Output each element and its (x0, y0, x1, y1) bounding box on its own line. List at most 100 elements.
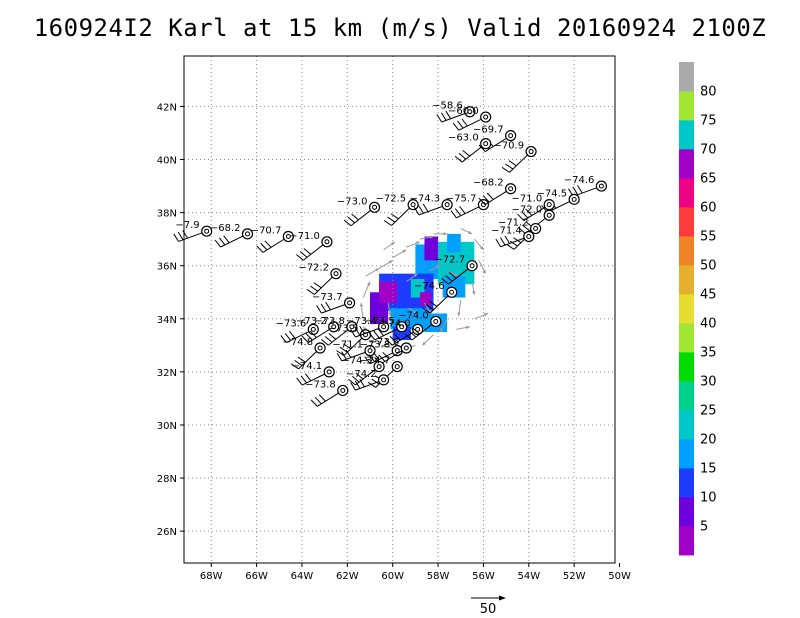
dropsonde-marker (282, 230, 294, 243)
dropsonde-marker-core (324, 239, 330, 245)
wind-barb-feather (343, 343, 352, 350)
wind-barb-feather (343, 219, 352, 227)
dropsonde-marker-core (204, 228, 210, 234)
wind-barb-feather (350, 382, 356, 391)
dropsonde-marker-core (317, 345, 323, 351)
colorbar-swatch (679, 62, 694, 92)
chart-title: 160924I2 Karl at 15 km (m/s) Valid 20160… (33, 14, 767, 42)
dropsonde: −73.5 (364, 316, 408, 341)
dropsonde: −71.0 (512, 194, 555, 221)
dropsonde-label: −72.7 (434, 255, 465, 266)
dropsonde-label: −71.0 (512, 194, 543, 205)
dropsonde-marker-core (571, 196, 577, 202)
flow-vector-head (391, 241, 395, 246)
dropsonde-marker-core (598, 183, 604, 189)
dropsonde-marker (543, 209, 555, 221)
x-tick-label: 60W (381, 571, 404, 582)
dropsonde-marker-core (331, 324, 337, 330)
dropsonde-marker (407, 199, 419, 211)
dropsonde-marker-core (533, 226, 539, 232)
dropsonde-label: −74.3 (341, 356, 372, 367)
wind-barb-feather (452, 122, 460, 131)
dropsonde-marker-core (403, 345, 409, 351)
wind-barb-feather (425, 304, 434, 311)
dropsonde: −70.7 (251, 226, 294, 253)
wind-barb-feather (462, 149, 470, 157)
dropsonde-label: −74.7 (360, 356, 391, 367)
dropsonde-label: −74.3 (409, 194, 440, 205)
flow-vector-head (479, 245, 484, 250)
wind-barb-feather (310, 285, 319, 292)
wind-barb-feather (404, 333, 413, 341)
dropsonde: −71.1 (332, 340, 376, 362)
flow-vector-head (381, 344, 386, 348)
colorbar-swatch (679, 381, 694, 411)
y-tick-label: 30N (157, 421, 177, 432)
dropsonde-marker (396, 321, 408, 333)
reference-vector-label: 50 (480, 602, 497, 617)
wind-barb-feather (260, 243, 268, 251)
wind-barb-feather (350, 329, 356, 338)
wind-barb-feather (501, 166, 510, 173)
dropsonde-label: −72.2 (298, 263, 329, 274)
wind-speed-cell (424, 236, 439, 261)
wind-barb-feather (458, 152, 467, 160)
wind-barb-feather (393, 333, 401, 341)
colorbar-swatch (679, 236, 694, 266)
dropsonde: −73.6 (276, 318, 319, 344)
wind-barb-feather (454, 208, 462, 217)
dropsonde-label: −74.0 (380, 318, 411, 329)
wind-barb-feather (572, 186, 579, 195)
colorbar-label: 45 (700, 288, 717, 303)
wind-barb-feather (364, 356, 371, 365)
wind-barb-feather (299, 251, 308, 258)
dropsonde-marker (373, 360, 385, 373)
dropsonde-marker (568, 193, 580, 205)
dropsonde-marker (400, 342, 412, 354)
wind-barb-feather (408, 330, 417, 338)
wind-barb-feather (518, 227, 526, 235)
x-tick-label: 54W (517, 571, 540, 582)
dropsonde: −68.2 (210, 223, 254, 248)
dropsonde-marker-core (399, 324, 405, 330)
wind-barb-feather (301, 335, 309, 343)
dropsonde-marker (466, 260, 478, 272)
wind-barb-feather (300, 375, 307, 384)
wind-barb-feather (372, 352, 380, 360)
wind-barb-feather (389, 335, 397, 344)
dropsonde-marker-core (449, 289, 455, 295)
wind-barb-feather (522, 224, 530, 232)
colorbar-swatch (679, 120, 694, 150)
dropsonde-label: −70.9 (493, 141, 524, 152)
x-tick-label: 56W (472, 571, 495, 582)
flow-vector-head (436, 265, 441, 269)
dropsonde-label: −75.7 (446, 194, 477, 205)
dropsonde-marker (464, 106, 476, 118)
dropsonde-marker (201, 225, 213, 237)
dropsonde-marker (523, 230, 535, 243)
y-tick-label: 42N (157, 102, 177, 113)
wind-barb-feather (517, 213, 525, 221)
x-tick-label: 62W (336, 571, 359, 582)
colorbar-label: 75 (700, 114, 717, 129)
dropsonde-marker-core (349, 324, 355, 330)
wind-barb-feather (290, 363, 299, 370)
y-axis-ticks: 26N 28N 30N 32N 34N 36N 38N 40N 42N (157, 102, 184, 538)
dropsonde: −74.8 (282, 337, 326, 370)
flow-vector-head (468, 230, 473, 234)
dropsonde-label: −74.6 (414, 281, 445, 292)
wind-barb-feather (316, 305, 322, 314)
wind-barb-feather (450, 210, 457, 219)
dropsonde: −7.9 (173, 220, 213, 242)
colorbar-label: 70 (700, 143, 717, 158)
colorbar-label: 35 (700, 346, 717, 361)
dropsonde-label: −63.0 (448, 133, 479, 144)
reference-vector-head (499, 595, 506, 601)
wind-barb-feather (478, 144, 486, 152)
dropsonde-label: −71.2 (498, 218, 529, 229)
dropsonde: −71.4 (491, 226, 535, 248)
wind-barb-feather (354, 327, 361, 336)
dropsonde-label: −73.7 (312, 292, 343, 303)
flow-vector-head (388, 312, 392, 317)
